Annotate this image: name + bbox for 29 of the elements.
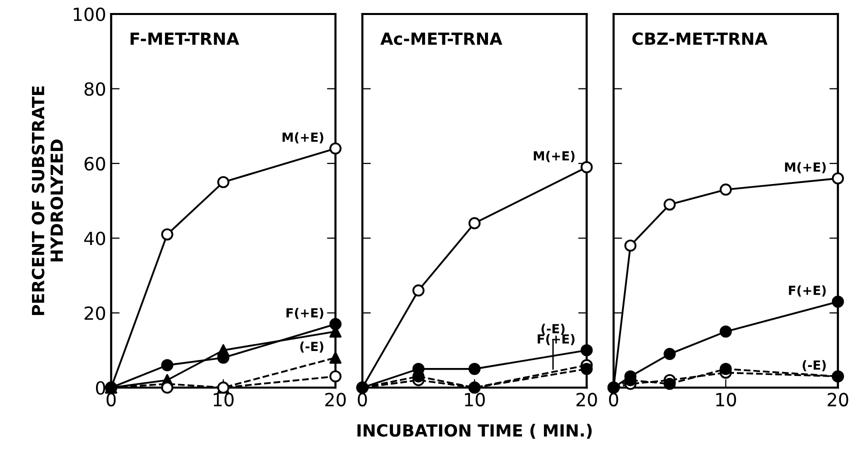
y-tick-label: 0 [96, 381, 106, 395]
series-label: (-E) [300, 341, 324, 353]
legend-label: M(+E) [785, 162, 826, 174]
y-tick-label: 80 [84, 82, 106, 96]
x-tick-label: 20 [576, 392, 597, 406]
y-tick-label: 60 [84, 156, 106, 171]
legend-label: M(+E) [534, 150, 574, 162]
y-axis-title: PERCENT OF SUBSTRATE HYDROLYZED [32, 86, 64, 315]
x-tick-label: 10 [465, 392, 485, 406]
legend-label: F(+E) [286, 308, 324, 319]
x-tick-label: 10 [214, 392, 234, 406]
x-axis-title: INCUBATION TIME ( MIN.) [357, 424, 592, 439]
y-tick-label: 40 [84, 232, 106, 246]
x-tick-label: 0 [358, 392, 367, 406]
y-tick-label: 100 [74, 7, 106, 22]
text: F-MET-TRNA [130, 32, 240, 45]
series-label: M(+E) [282, 132, 324, 144]
text: CBZ-MET-TRNA [632, 32, 768, 45]
series-label: F(+E) [788, 285, 826, 297]
text: Ac-MET-TRNA [380, 32, 502, 45]
text: (-E) [542, 324, 565, 335]
x-tick-label: 0 [106, 392, 116, 406]
x-tick-label: 20 [828, 392, 848, 406]
x-tick-label: 20 [325, 392, 346, 406]
x-tick-label: 10 [716, 392, 736, 406]
series-label: (-E) [802, 360, 826, 372]
y-tick-label: 20 [84, 306, 106, 320]
x-tick-label: 0 [609, 392, 618, 406]
series-label: F(+E) [538, 334, 574, 346]
